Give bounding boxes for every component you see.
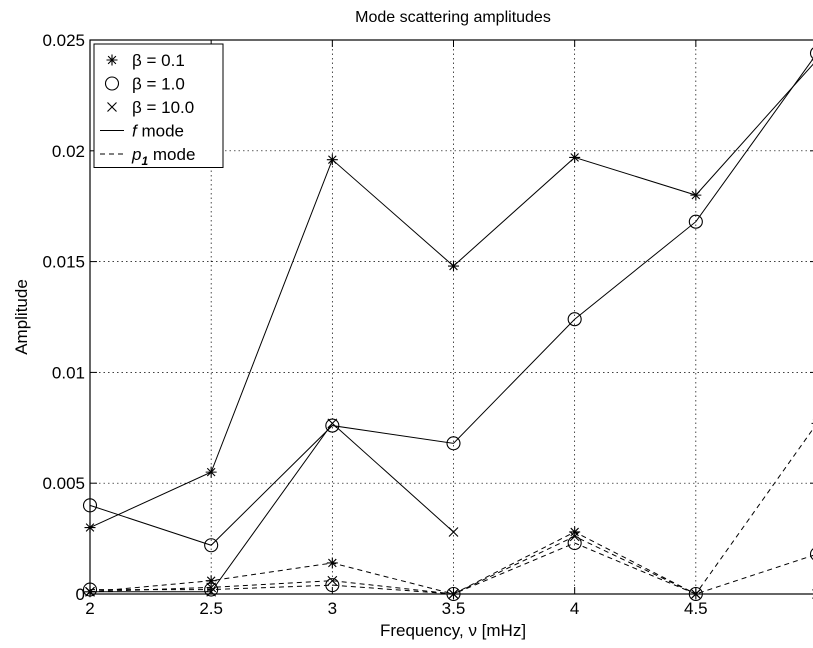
series-p1-beta-10-0 — [85, 531, 813, 599]
series-f-beta-10-0 — [85, 418, 459, 597]
series-p1-beta-10-0-point — [327, 575, 338, 586]
legend-label: β = 0.1 — [132, 51, 185, 70]
series-f-beta-10-0-point — [327, 418, 338, 429]
legend-circle-marker — [104, 76, 120, 91]
series-f-beta-0-1-point — [448, 260, 459, 272]
x-tick-label: 3.5 — [442, 599, 466, 618]
series-p1-beta-1-0-line — [90, 542, 813, 595]
legend-box — [93, 43, 224, 168]
x-axis-label: Frequency, ν [mHz] — [380, 621, 526, 640]
legend-item: β = 10.0 — [107, 98, 194, 117]
series-f-beta-1-0-point — [325, 418, 340, 433]
legend-item: f mode — [100, 122, 184, 141]
series-f-beta-0-1-point — [569, 151, 581, 163]
legend-label: f mode — [132, 122, 184, 141]
legend-label: β = 1.0 — [132, 75, 185, 94]
series-p1-beta-1-0 — [82, 535, 813, 602]
series-f-beta-10-0-line — [90, 422, 454, 593]
y-tick-label: 0.01 — [52, 363, 85, 382]
x-tick-label: 4 — [570, 599, 579, 618]
series-p1-beta-1-0-point — [446, 586, 461, 602]
series-p1-beta-1-0-point — [325, 578, 340, 593]
series-f-beta-1-0-point — [688, 214, 703, 229]
series-p1-beta-1-0-point — [204, 582, 219, 597]
series-f-beta-1-0-line — [89, 57, 813, 546]
series-p1-beta-10-0-point — [448, 589, 459, 599]
series-f-beta-1-0-point — [567, 312, 582, 327]
series-p1-beta-0-1-point — [205, 575, 217, 587]
x-tick-label: 4.5 — [684, 599, 708, 618]
legend-label: p1 mode — [131, 145, 195, 168]
series-p1-beta-10-0-point — [569, 531, 580, 542]
series-f-beta-1-0-point — [204, 538, 219, 553]
series-p1-beta-0-1-point — [569, 526, 581, 538]
legend-item: β = 0.1 — [106, 51, 185, 70]
y-tick-label: 0.005 — [42, 474, 85, 493]
series-p1-beta-10-0-point — [206, 582, 217, 593]
y-tick-label: 0.025 — [42, 31, 85, 50]
series-p1-beta-0-1 — [84, 419, 813, 600]
series-f-beta-0-1-point — [205, 466, 217, 478]
series-p1-beta-1-0-point — [82, 582, 98, 597]
legend-item: β = 1.0 — [104, 75, 185, 94]
series-f-beta-0-1-point — [690, 189, 702, 201]
series-f-beta-1-0-point — [82, 498, 98, 513]
series-f-beta-0-1 — [84, 56, 813, 534]
y-tick-label: 0.02 — [52, 142, 85, 161]
series-p1-beta-10-0-line — [89, 535, 813, 595]
series-f-beta-1-0-point — [809, 47, 813, 60]
x-tick-label: 2 — [85, 599, 94, 618]
series-f-beta-10-0-point — [448, 527, 459, 537]
series-f-beta-0-1-point — [326, 154, 338, 166]
legend: β = 0.1 β = 1.0 β = 10.0 f mode p1 mode — [93, 43, 224, 168]
series-f-beta-1-0-point — [446, 436, 461, 451]
series-p1-beta-1-0-point — [809, 548, 813, 560]
legend-star-marker — [106, 54, 118, 66]
series-p1-beta-0-1-point — [326, 557, 338, 569]
series-p1-beta-10-0-point — [85, 586, 95, 597]
series-p1-beta-10-0-point — [690, 589, 701, 599]
legend-x-marker — [107, 102, 117, 112]
legend-item: p1 mode — [100, 145, 195, 168]
series-f-beta-1-0 — [82, 47, 813, 553]
legend-label: β = 10.0 — [132, 98, 194, 117]
y-axis-label: Amplitude — [12, 279, 31, 355]
x-tick-label: 3 — [328, 599, 337, 618]
series-f-beta-0-1-point — [84, 522, 96, 534]
chart-title: Mode scattering amplitudes — [355, 9, 551, 26]
y-tick-label: 0.015 — [42, 253, 85, 272]
x-tick-label: 2.5 — [199, 599, 223, 618]
series-layer — [82, 47, 813, 602]
y-tick-label: 0 — [76, 585, 85, 604]
